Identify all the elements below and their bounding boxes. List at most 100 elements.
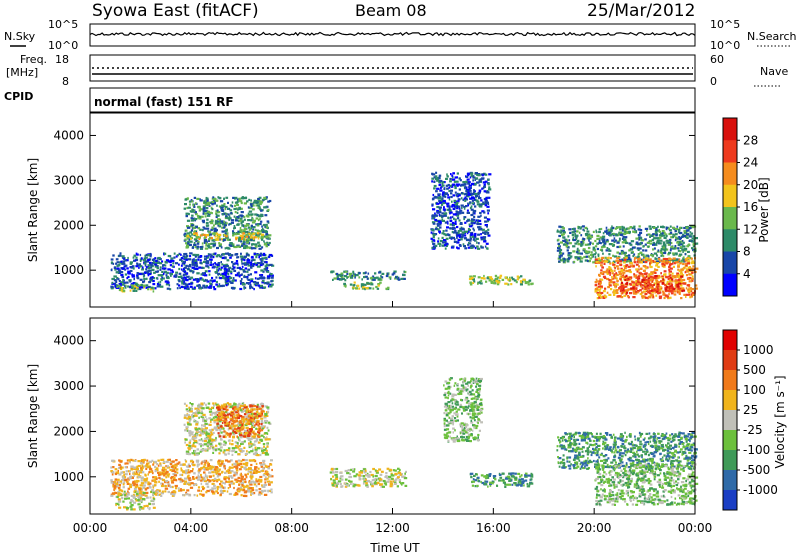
echo-cell [260,233,265,236]
echo-cell [196,429,199,432]
echo-cell [676,241,680,244]
echo-cell [259,202,262,206]
echo-cell [154,263,157,266]
echo-cell [210,258,213,261]
echo-cell [458,188,461,191]
echo-cell [199,450,202,453]
echo-cell [598,259,601,262]
echo-cell [480,214,482,217]
echo-cell [255,283,259,286]
echo-cell [457,234,461,237]
echo-cell [653,252,658,255]
echo-cell [462,198,465,202]
echo-cell [596,291,600,295]
echo-cell [443,187,446,191]
echo-cell [183,287,187,290]
echo-cell [606,231,609,234]
echo-cell [659,286,662,289]
echo-cell [651,291,654,294]
echo-cell [192,287,196,290]
echo-cell [197,216,199,219]
echo-cell [188,448,191,451]
echo-cell [266,281,270,284]
echo-cell [260,410,264,413]
echo-cell [258,215,262,218]
echo-cell [234,427,237,430]
echo-cell [582,238,586,241]
echo-cell [642,245,645,248]
echo-cell [143,465,147,468]
echo-cell [370,283,374,286]
echo-cell [433,184,437,188]
echo-cell [260,434,264,437]
echo-cell [231,201,234,204]
echo-cell [228,253,231,257]
echo-cell [233,207,237,211]
echo-cell [233,403,237,406]
echo-cell [485,280,488,283]
echo-cell [677,228,681,231]
echo-cell [246,450,248,453]
echo-cell [469,283,473,286]
echo-cell [156,261,160,264]
echo-cell [211,212,213,215]
echo-cell [609,284,612,287]
echo-cell [250,234,253,237]
echo-cell [224,265,227,268]
echo-cell [436,179,440,182]
echo-cell [249,236,252,239]
echo-cell [444,201,447,204]
echo-cell [236,256,238,259]
noise-tick-top-right: 10^5 [710,18,740,31]
echo-cell [604,287,607,290]
echo-cell [452,183,456,186]
echo-cell [217,448,221,451]
echo-cell [243,227,248,230]
echo-cell [372,275,375,278]
echo-cell [589,253,593,256]
echo-cell [449,184,452,187]
echo-cell [172,485,174,489]
echo-cell [654,271,657,274]
echo-cell [218,405,221,408]
echo-cell [210,237,213,240]
echo-cell [344,279,347,282]
echo-cell [602,270,606,274]
echo-cell [459,179,462,182]
echo-cell [248,198,251,201]
echo-cell [682,233,685,236]
echo-cell [472,236,477,239]
echo-cell [464,196,467,199]
echo-cell [180,258,183,261]
echo-cell [184,252,188,256]
echo-cell [241,441,245,444]
echo-cell [250,219,253,222]
echo-cell [624,236,628,239]
echo-cell [241,196,244,199]
echo-cell [251,221,256,224]
echo-cell [221,411,224,414]
echo-cell [215,199,219,202]
echo-cell [558,257,561,260]
echo-cell [439,208,442,211]
echo-cell [672,288,676,291]
echo-cell [450,173,452,176]
echo-cell [114,285,118,288]
echo-cell [690,262,694,265]
echo-cell [612,283,615,286]
echo-cell [189,419,191,422]
echo-cell [267,421,271,424]
echo-cell [237,414,241,417]
echo-cell [463,228,465,231]
echo-cell [449,216,452,219]
echo-cell [692,293,696,296]
echo-cell [451,174,454,177]
echo-cell [600,227,603,231]
echo-cell [203,274,208,277]
echo-cell [477,282,479,285]
echo-cell [136,272,139,275]
echo-cell [246,241,249,244]
echo-cell [661,279,665,282]
echo-cell [574,235,576,238]
echo-cell [676,283,680,286]
